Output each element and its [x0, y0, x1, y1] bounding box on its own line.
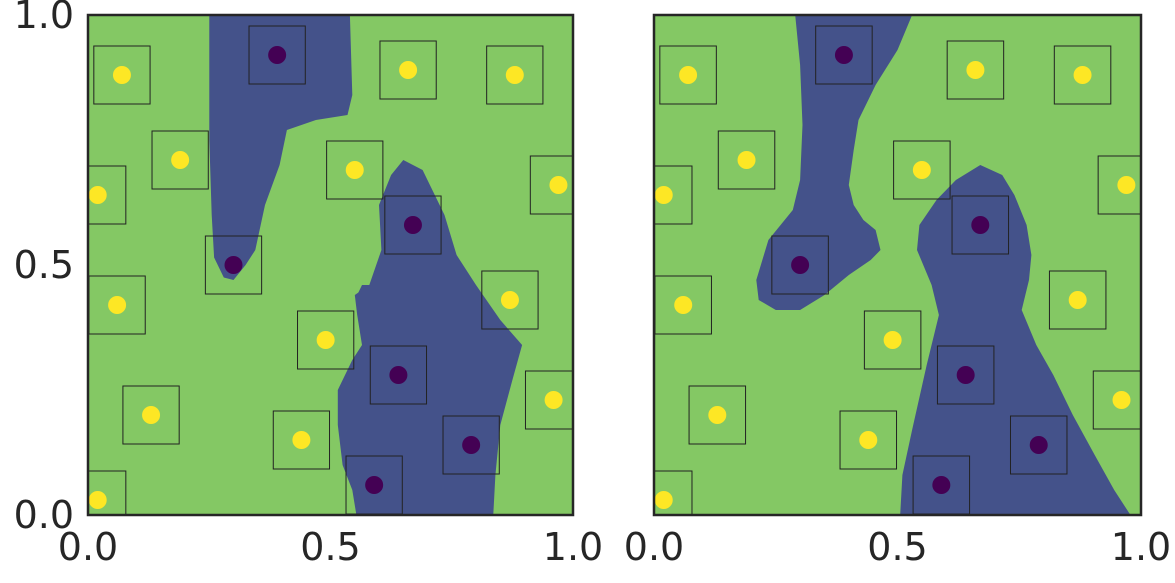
- point-box: [654, 165, 693, 225]
- x-tick-label: 1.0: [543, 525, 603, 569]
- point-box: [688, 385, 747, 445]
- point-box: [1009, 415, 1068, 475]
- positive-point: [171, 151, 190, 169]
- positive-point: [1112, 391, 1131, 409]
- point-box: [1097, 155, 1141, 215]
- point-box: [1053, 45, 1112, 105]
- positive-point: [912, 161, 931, 179]
- axes-frame: [652, 13, 1143, 517]
- right-plot-panel: 0.0 0.5 1.0: [624, 13, 1171, 569]
- y-tick-label: 0.5: [14, 243, 74, 287]
- x-tick-label: 0.5: [867, 525, 927, 569]
- negative-point: [791, 256, 810, 274]
- positive-point: [544, 391, 563, 409]
- point-box: [946, 40, 1005, 100]
- axes-frame: [86, 13, 575, 517]
- point-box: [204, 235, 263, 295]
- positive-point: [505, 66, 524, 84]
- y-tick-label: 1.0: [14, 0, 74, 37]
- point-box: [1048, 270, 1107, 330]
- positive-point: [88, 491, 107, 509]
- positive-point: [108, 296, 127, 314]
- positive-point: [966, 61, 985, 79]
- negative-point: [1029, 436, 1048, 454]
- point-box: [863, 310, 922, 370]
- x-tick-label: 0.5: [300, 525, 360, 569]
- point-box: [384, 195, 442, 255]
- negative-point: [462, 436, 481, 454]
- positive-point: [708, 406, 727, 424]
- point-box: [369, 345, 428, 405]
- positive-point: [679, 66, 698, 84]
- point-box: [815, 25, 873, 85]
- x-tick-label: 0.0: [624, 525, 684, 569]
- negative-point: [224, 256, 243, 274]
- negative-point: [971, 216, 990, 234]
- positive-point: [654, 491, 673, 509]
- x-tick-label: 1.0: [1111, 525, 1171, 569]
- positive-point: [292, 431, 311, 449]
- point-box: [839, 410, 898, 470]
- negative-decision-region: [357, 285, 379, 295]
- point-box: [272, 410, 331, 470]
- positive-point: [1117, 176, 1136, 194]
- positive-point: [737, 151, 756, 169]
- point-box: [88, 470, 127, 515]
- positive-point: [399, 61, 418, 79]
- positive-point: [316, 331, 335, 349]
- negative-point: [365, 476, 384, 494]
- positive-point: [654, 186, 673, 204]
- point-box: [297, 310, 355, 370]
- positive-point: [142, 406, 161, 424]
- negative-decision-region: [900, 165, 1131, 515]
- negative-point: [834, 46, 853, 64]
- point-box: [524, 370, 573, 430]
- negative-point: [403, 216, 422, 234]
- point-box: [486, 45, 544, 105]
- positive-point: [112, 66, 131, 84]
- negative-point: [956, 366, 975, 384]
- positive-point: [859, 431, 878, 449]
- point-box: [93, 45, 151, 105]
- positive-point: [88, 186, 107, 204]
- positive-point: [1073, 66, 1092, 84]
- point-box: [248, 25, 306, 85]
- positive-point: [345, 161, 364, 179]
- negative-point: [268, 46, 287, 64]
- x-tick-label: 0.0: [58, 525, 118, 569]
- positive-point: [549, 176, 568, 194]
- negative-decision-region: [209, 15, 353, 280]
- point-box: [122, 385, 180, 445]
- point-box: [88, 165, 127, 225]
- point-box: [717, 130, 776, 190]
- positive-point: [1068, 291, 1087, 309]
- point-box: [1092, 370, 1141, 430]
- negative-point: [389, 366, 408, 384]
- point-box: [529, 155, 573, 215]
- negative-decision-region: [337, 160, 523, 515]
- point-box: [326, 140, 384, 200]
- point-box: [442, 415, 500, 475]
- point-box: [481, 270, 539, 330]
- negative-point: [932, 476, 951, 494]
- y-tick-label: 0.0: [14, 493, 74, 537]
- point-box: [951, 195, 1010, 255]
- point-box: [151, 130, 209, 190]
- positive-point: [883, 331, 902, 349]
- positive-point: [500, 291, 519, 309]
- point-box: [379, 40, 437, 100]
- point-box: [893, 140, 951, 200]
- point-box: [936, 345, 995, 405]
- point-box: [654, 470, 693, 515]
- point-box: [771, 235, 829, 295]
- left-plot-panel: 0.0 0.5 1.0 0.0 0.5 1.0: [14, 0, 604, 569]
- point-box: [659, 45, 717, 105]
- positive-point: [674, 296, 693, 314]
